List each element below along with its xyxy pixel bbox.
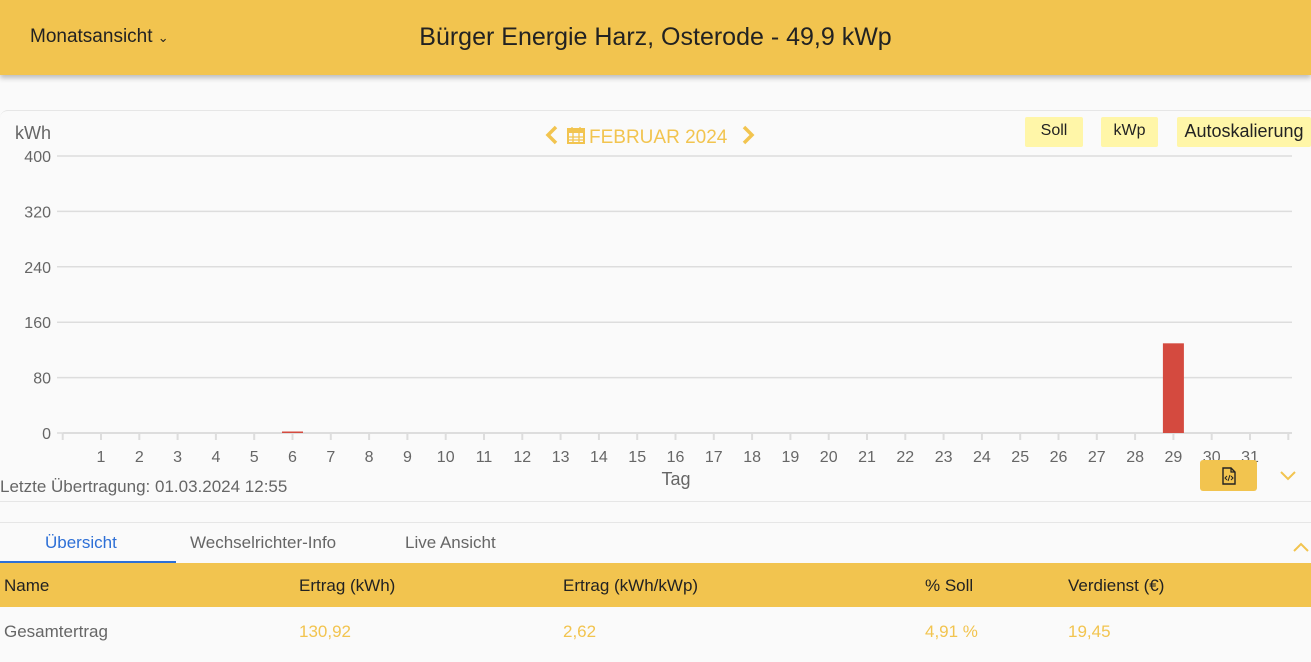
col-name: Name <box>4 576 50 595</box>
cell-soll: 4,91 % <box>925 622 978 641</box>
x-tick-label: 9 <box>403 449 412 466</box>
x-tick-label: 21 <box>858 449 876 466</box>
view-select-label: Monatsansicht <box>30 26 153 47</box>
x-tick-label: 19 <box>782 449 800 466</box>
x-tick-label: 17 <box>705 449 723 466</box>
autoscale-button[interactable]: Autoskalierung <box>1177 117 1311 147</box>
col-soll: % Soll <box>925 576 974 595</box>
table-row: Gesamtertrag 130,92 2,62 4,91 % 19,45 <box>0 607 1311 655</box>
table-header: Name Ertrag (kWh) Ertrag (kWh/kWp) % Sol… <box>0 563 1311 607</box>
x-tick-label: 14 <box>590 449 608 466</box>
tab-uebersicht[interactable]: Übersicht <box>45 533 117 552</box>
page-title: Bürger Energie Harz, Osterode - 49,9 kWp <box>419 23 892 51</box>
tab-wechselrichter-info[interactable]: Wechselrichter-Info <box>190 533 337 552</box>
x-tick-label: 23 <box>935 449 953 466</box>
x-axis-label: Tag <box>661 469 690 489</box>
y-tick-label: 80 <box>33 371 51 388</box>
header: Monatsansicht ⌄ Bürger Energie Harz, Ost… <box>0 0 1311 75</box>
col-ertrag-kwp: Ertrag (kWh/kWp) <box>563 576 699 595</box>
x-tick-label: 12 <box>513 449 531 466</box>
col-ertrag: Ertrag (kWh) <box>299 576 396 595</box>
y-tick-label: 160 <box>24 315 51 332</box>
month-label[interactable]: FEBRUAR 2024 <box>589 127 728 148</box>
y-tick-label: 320 <box>24 204 51 221</box>
last-transfer: Letzte Übertragung: 01.03.2024 12:55 <box>0 477 288 496</box>
x-tick-label: 18 <box>743 449 761 466</box>
export-button[interactable] <box>1200 460 1257 491</box>
soll-button[interactable]: Soll <box>1025 117 1083 147</box>
y-tick-label: 400 <box>24 149 51 166</box>
x-tick-label: 2 <box>135 449 144 466</box>
chart-card <box>0 110 1311 502</box>
cell-verdienst: 19,45 <box>1068 622 1111 641</box>
x-tick-label: 7 <box>326 449 335 466</box>
expand-chevron-down-icon[interactable] <box>1280 464 1296 487</box>
x-tick-label: 4 <box>211 449 220 466</box>
tab-live-ansicht[interactable]: Live Ansicht <box>405 533 496 552</box>
x-tick-label: 26 <box>1050 449 1068 466</box>
x-tick-label: 20 <box>820 449 838 466</box>
file-code-icon <box>1221 466 1236 485</box>
x-tick-label: 8 <box>365 449 374 466</box>
bar-day-6 <box>282 431 303 433</box>
col-verdienst: Verdienst (€) <box>1068 576 1165 595</box>
chevron-down-icon: ⌄ <box>157 30 169 45</box>
x-tick-label: 28 <box>1126 449 1144 466</box>
x-tick-label: 11 <box>476 449 493 466</box>
x-tick-label: 16 <box>667 449 685 466</box>
x-tick-label: 15 <box>628 449 646 466</box>
cell-name: Gesamtertrag <box>4 622 108 641</box>
cell-ertrag-kwp: 2,62 <box>563 622 597 641</box>
y-axis-label: kWh <box>15 123 51 143</box>
x-tick-label: 13 <box>552 449 570 466</box>
active-tab-indicator <box>0 561 176 563</box>
calendar-icon[interactable] <box>567 126 585 150</box>
x-tick-label: 6 <box>288 449 297 466</box>
y-tick-label: 240 <box>24 260 51 277</box>
y-tick-label: 0 <box>42 426 51 443</box>
month-nav: FEBRUAR 2024 <box>545 125 755 151</box>
kwp-button[interactable]: kWp <box>1101 117 1158 147</box>
collapse-chevron-up-icon[interactable] <box>1293 535 1309 558</box>
view-select[interactable]: Monatsansicht ⌄ <box>30 26 169 48</box>
bar-day-29 <box>1162 343 1184 433</box>
x-tick-label: 27 <box>1088 449 1106 466</box>
x-tick-label: 24 <box>973 449 991 466</box>
x-tick-label: 25 <box>1011 449 1029 466</box>
x-tick-label: 22 <box>896 449 914 466</box>
tab-bar: Übersicht Wechselrichter-Info Live Ansic… <box>0 522 1311 563</box>
x-tick-label: 1 <box>97 449 106 466</box>
x-tick-label: 10 <box>437 449 455 466</box>
x-tick-label: 3 <box>173 449 182 466</box>
chevron-left-icon[interactable] <box>545 125 559 151</box>
cell-ertrag: 130,92 <box>299 622 351 641</box>
x-tick-label: 29 <box>1165 449 1183 466</box>
x-tick-label: 5 <box>250 449 259 466</box>
chevron-right-icon[interactable] <box>741 125 755 151</box>
